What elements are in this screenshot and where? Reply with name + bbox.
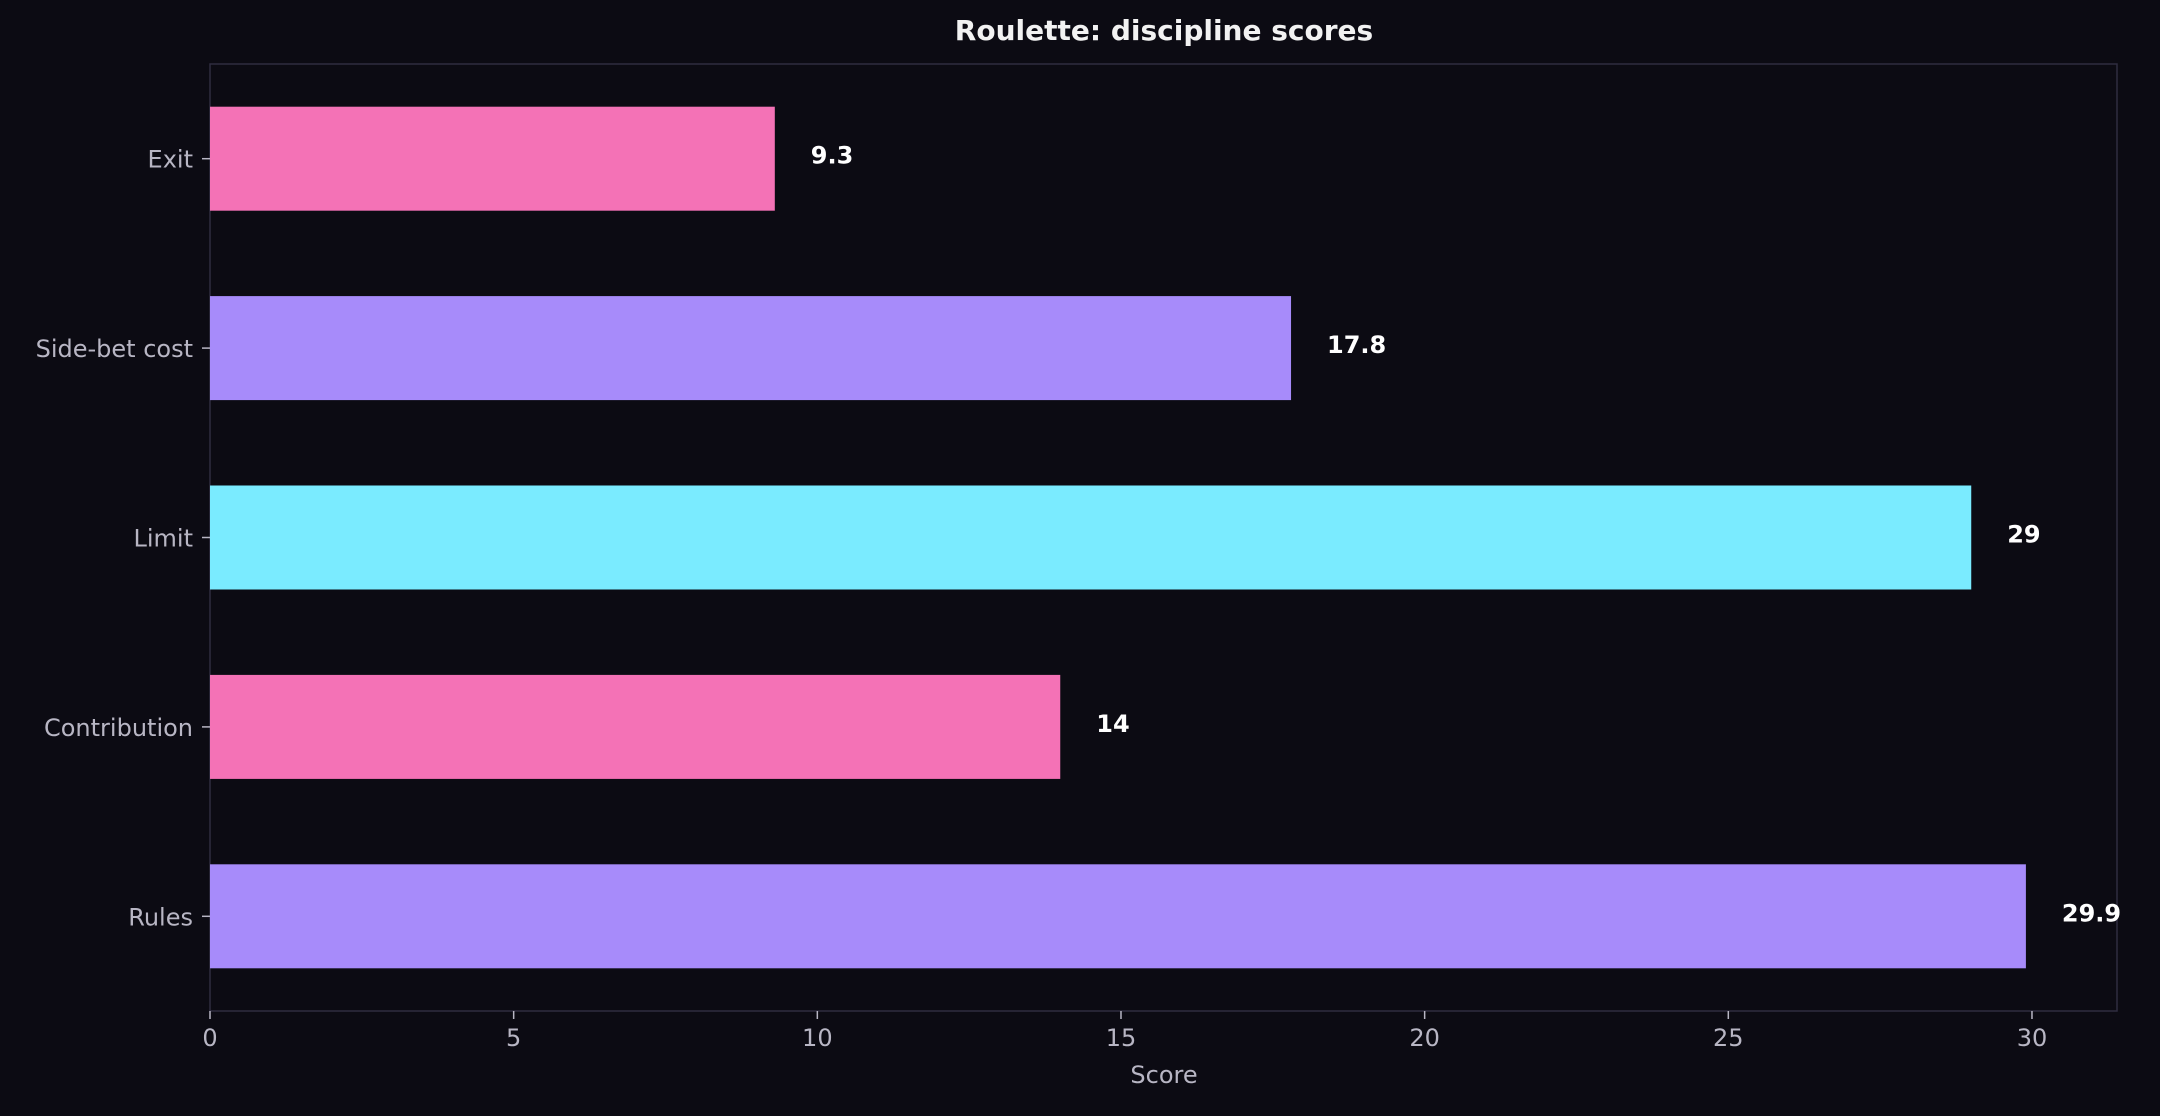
data-label: 29.9 <box>2062 899 2121 927</box>
y-axis-tick-labels: Rules Contribution Limit Side-bet cost Exit <box>36 146 210 931</box>
y-tick-label: Limit <box>134 525 194 553</box>
bar-side-bet-cost <box>210 296 1292 401</box>
bar-rules <box>210 864 2026 969</box>
x-axis-label: Score <box>1130 1061 1197 1089</box>
y-tick-label: Exit <box>148 146 193 174</box>
x-tick-label: 5 <box>506 1024 521 1052</box>
bar-exit <box>210 106 775 211</box>
bars-group <box>210 106 2026 969</box>
bar-limit <box>210 485 1972 590</box>
data-label: 17.8 <box>1327 331 1386 359</box>
x-tick-label: 15 <box>1106 1024 1137 1052</box>
x-axis-ticks: 0 5 10 15 20 25 30 <box>202 1011 2047 1052</box>
x-tick-label: 25 <box>1713 1024 1744 1052</box>
y-tick-label: Contribution <box>44 714 193 742</box>
x-tick-label: 0 <box>202 1024 217 1052</box>
bar-contribution <box>210 674 1061 779</box>
chart-title: Roulette: discipline scores <box>955 14 1373 47</box>
data-label: 29 <box>2007 521 2040 549</box>
x-tick-label: 30 <box>2017 1024 2048 1052</box>
y-tick-label: Side-bet cost <box>36 335 193 363</box>
x-tick-label: 20 <box>1409 1024 1440 1052</box>
data-labels-group: 29.9 14 29 17.8 9.3 <box>811 142 2121 928</box>
y-tick-label: Rules <box>128 903 193 931</box>
data-label: 14 <box>1096 710 1129 738</box>
data-label: 9.3 <box>811 142 854 170</box>
x-tick-label: 10 <box>802 1024 833 1052</box>
